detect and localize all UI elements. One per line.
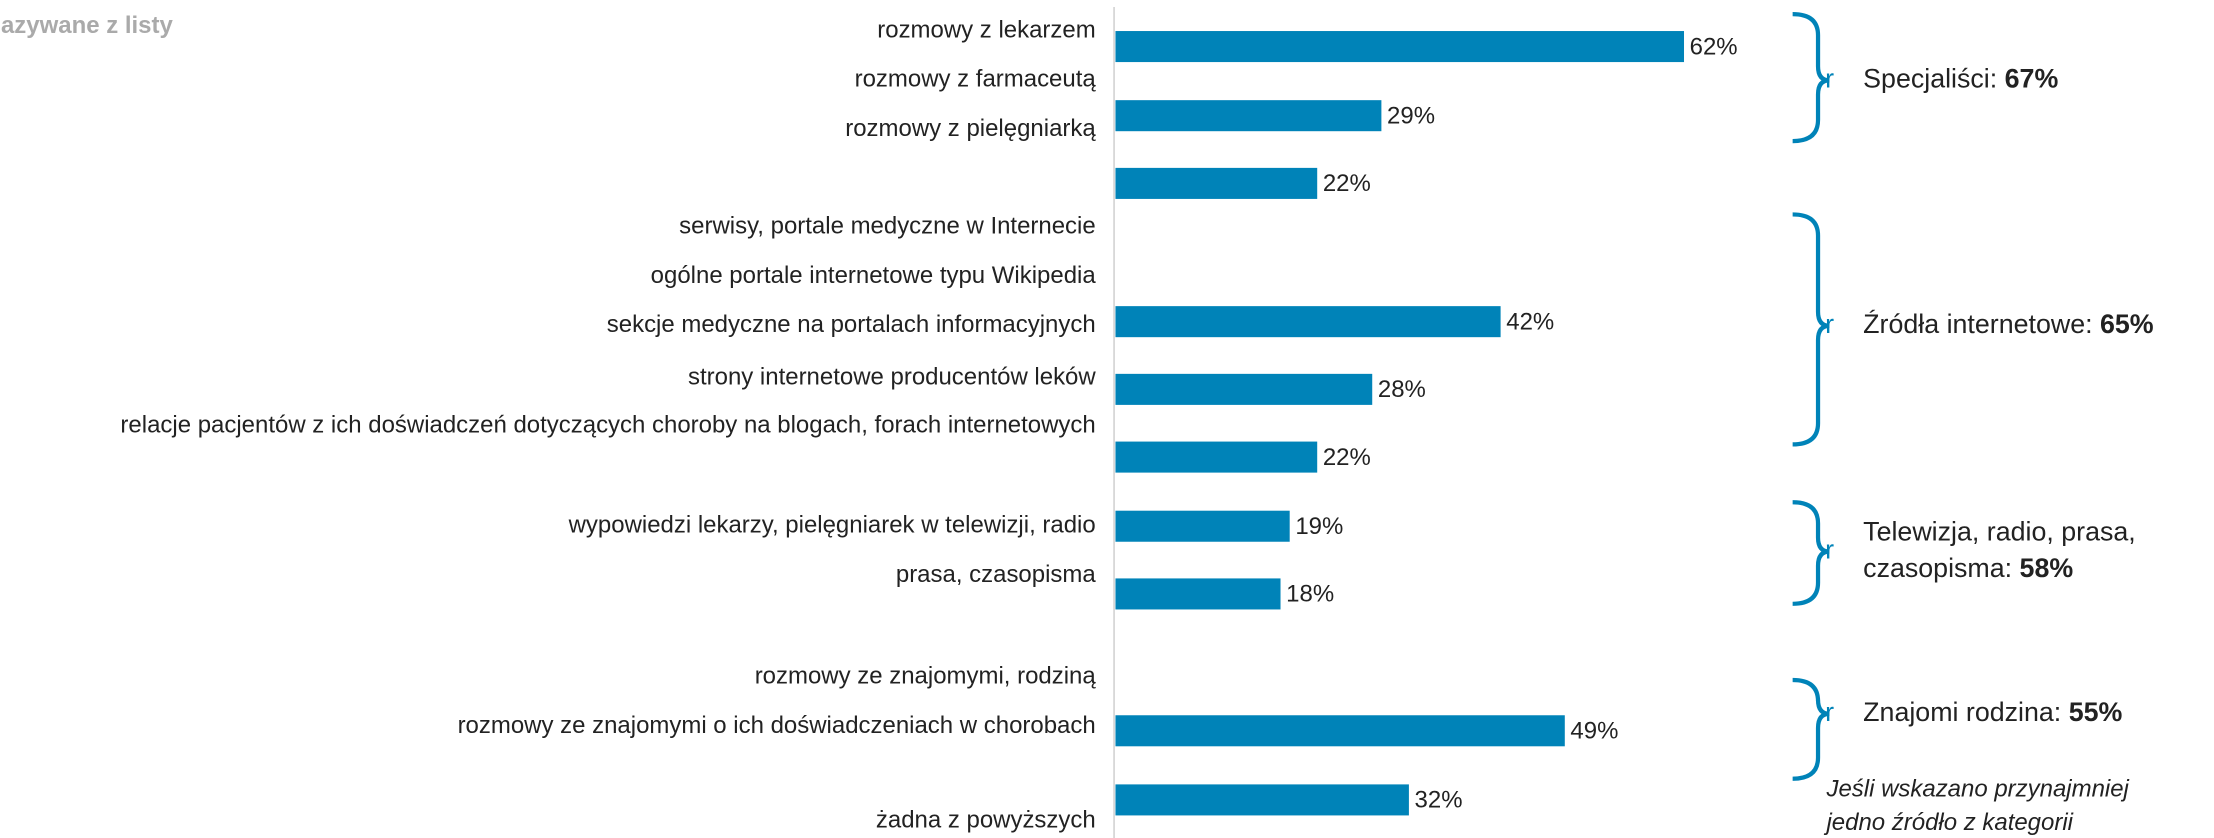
group-marker: r <box>1825 309 1834 339</box>
value-label: 49% <box>1570 718 1618 745</box>
category-label: rozmowy z lekarzem <box>877 16 1095 43</box>
category-label: wypowiedzi lekarzy, pielęgniarek w telew… <box>568 512 1096 539</box>
category-label: rozmowy ze znajomymi, rodziną <box>755 662 1097 689</box>
bracket <box>1792 212 1830 447</box>
value-label: 42% <box>1506 308 1554 335</box>
group-label: Źródła internetowe: 65% <box>1863 309 2154 339</box>
bar <box>1115 715 1565 747</box>
value-label: 22% <box>1323 444 1371 471</box>
group-label: czasopisma: 58% <box>1863 553 2073 583</box>
bar <box>1115 100 1382 132</box>
bar <box>1115 373 1373 405</box>
group-marker: r <box>1825 535 1834 565</box>
bracket <box>1792 11 1830 144</box>
group-marker: r <box>1825 63 1834 93</box>
value-label: 29% <box>1387 102 1435 129</box>
group-label: Telewizja, radio, prasa, <box>1863 516 2136 546</box>
bar <box>1115 167 1318 199</box>
value-label: 19% <box>1295 513 1343 540</box>
bar <box>1115 306 1501 338</box>
value-label: 28% <box>1378 376 1426 403</box>
subtitle: azywane z listy <box>1 12 174 39</box>
bar <box>1115 578 1281 610</box>
group-label-text: Specjaliści: <box>1863 63 2004 93</box>
category-label: strony internetowe producentów leków <box>688 363 1096 390</box>
group-value: 58% <box>2020 553 2074 583</box>
group-label-text: Znajomi rodzina: <box>1863 697 2069 727</box>
category-label: relacje pacjentów z ich doświadczeń doty… <box>120 411 1095 438</box>
group-label: Znajomi rodzina: 55% <box>1863 697 2122 727</box>
group-label-text: czasopisma: <box>1863 553 2019 583</box>
value-label: 18% <box>1286 581 1334 608</box>
bar <box>1115 510 1290 542</box>
bar <box>1115 31 1685 63</box>
group-marker: r <box>1825 697 1834 727</box>
category-label: rozmowy z farmaceutą <box>855 66 1097 93</box>
bar <box>1115 784 1409 816</box>
category-label: prasa, czasopisma <box>896 561 1096 588</box>
bracket <box>1792 500 1830 606</box>
bar <box>1115 441 1318 473</box>
group-value: 67% <box>2005 63 2059 93</box>
value-label: 62% <box>1690 33 1738 60</box>
note: jedno źródło z kategorii <box>1823 809 2073 836</box>
category-label: żadna z powyższych <box>876 806 1096 833</box>
group-label-text: Telewizja, radio, prasa, <box>1863 516 2136 546</box>
category-label: rozmowy z pielęgniarką <box>845 115 1096 142</box>
group-label: Specjaliści: 67% <box>1863 63 2058 93</box>
value-label: 32% <box>1415 787 1463 814</box>
note: Jeśli wskazano przynajmniej <box>1825 775 2129 802</box>
category-label: ogólne portale internetowe typu Wikipedi… <box>651 262 1097 289</box>
category-label: serwisy, portale medyczne w Internecie <box>679 212 1096 239</box>
group-value: 65% <box>2100 309 2154 339</box>
value-label: 22% <box>1323 170 1371 197</box>
bracket <box>1792 677 1830 781</box>
category-label: sekcje medyczne na portalach informacyjn… <box>607 311 1096 338</box>
category-label: rozmowy ze znajomymi o ich doświadczenia… <box>458 712 1096 739</box>
group-value: 55% <box>2069 697 2123 727</box>
group-label-text: Źródła internetowe: <box>1863 309 2100 339</box>
